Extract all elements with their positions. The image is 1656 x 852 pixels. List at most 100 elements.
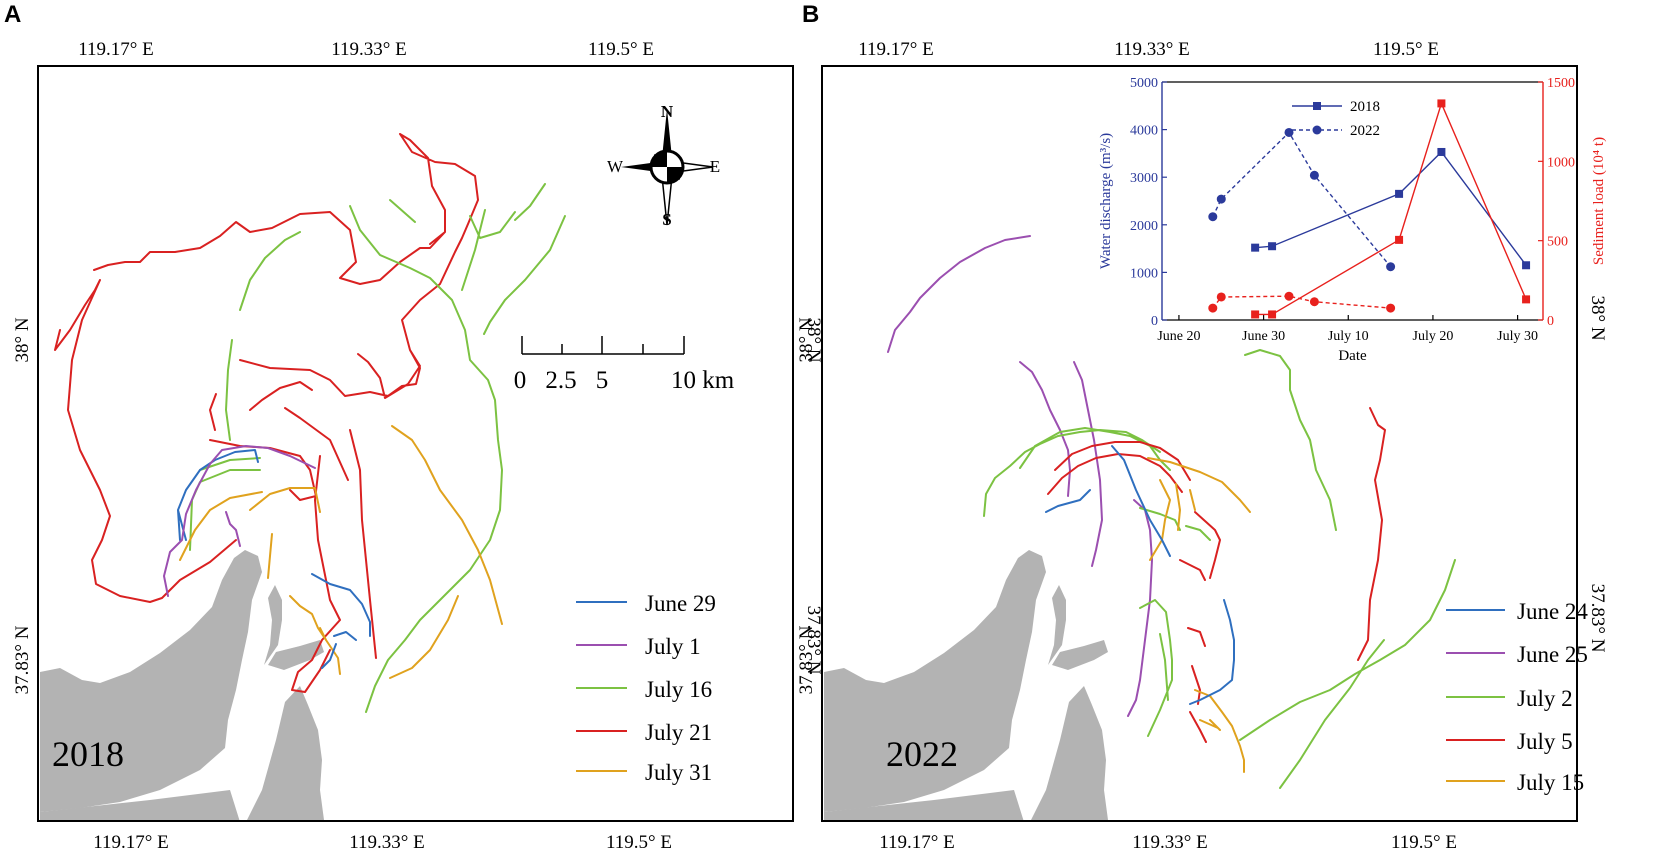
right-tick-label: 1000 (1547, 155, 1575, 170)
legend-label: June 29 (645, 591, 716, 616)
bottom-tick-label: 119.17° E (93, 832, 169, 852)
series-line-2018-right (1255, 101, 1527, 316)
legend-label: July 1 (645, 634, 701, 659)
right-axis-title: Sediment load (10⁴ t) (1591, 137, 1607, 265)
x-tick-label: July 10 (1328, 329, 1369, 344)
data-point (1309, 170, 1319, 180)
front-july15 (1147, 457, 1251, 773)
legend-label: July 21 (645, 720, 712, 745)
series-line-2022-left (1212, 131, 1392, 268)
legend-label: June 25 (1517, 642, 1588, 667)
inset-chart: 0 1000 2000 3000 4000 5000 0 500 1000 1500 June 20… (1098, 76, 1607, 364)
left-tick-label: 37.83° N (12, 625, 33, 694)
legend-label: July 2 (1517, 686, 1573, 711)
right-tick-label: 37.83° N (803, 606, 824, 675)
year-label: 2022 (886, 734, 958, 774)
legend-label-2018: 2018 (1350, 99, 1380, 115)
data-point (1309, 297, 1319, 307)
legend: June 29 July 1 July 16 July 21 July 31 (576, 591, 716, 785)
left-tick-label: 3000 (1130, 171, 1158, 186)
data-point (1216, 194, 1226, 204)
left-tick-label: 37.83° N (796, 625, 817, 694)
data-point (1251, 310, 1260, 319)
bottom-tick-label: 119.5° E (1391, 832, 1457, 852)
right-tick-label: 500 (1547, 235, 1568, 250)
top-tick-label: 119.5° E (1373, 39, 1439, 60)
scale-label: 2.5 (545, 367, 576, 394)
scale-bar (521, 336, 685, 355)
land-mass (40, 550, 324, 822)
compass-n-label: N (661, 102, 674, 121)
scale-label: 5 (596, 367, 609, 394)
compass-quadrant (651, 151, 683, 183)
compass-rose: N S E W (607, 102, 720, 229)
top-tick-label: 119.5° E (588, 39, 654, 60)
right-tick-label: 0 (1547, 314, 1554, 329)
x-tick-label: June 30 (1242, 329, 1285, 344)
data-point (1284, 127, 1294, 137)
legend-marker-2018 (1313, 102, 1321, 110)
legend-label: July 15 (1517, 770, 1584, 795)
legend-label: July 5 (1517, 729, 1573, 754)
top-tick-label: 119.17° E (858, 39, 934, 60)
compass-s-label: S (662, 210, 671, 229)
right-tick-label: 38° N (803, 317, 824, 362)
front-june29 (177, 449, 371, 669)
data-point (1395, 235, 1404, 244)
front-june24 (1045, 445, 1235, 705)
bottom-tick-label: 119.5° E (606, 832, 672, 852)
data-point (1284, 291, 1294, 301)
map-frame (821, 65, 1578, 822)
front-july21 (54, 133, 479, 693)
legend-label: July 31 (645, 760, 712, 785)
top-tick-label: 119.33° E (1114, 39, 1190, 60)
data-point (1208, 212, 1218, 222)
data-point (1268, 310, 1277, 319)
front-june25 (887, 235, 1153, 717)
x-axis-title: Date (1338, 348, 1367, 364)
right-tick-label: 38° N (1587, 295, 1608, 340)
data-point (1268, 242, 1277, 251)
left-axis-title: Water discharge (m³/s) (1098, 133, 1114, 269)
front-july1 (163, 445, 316, 597)
left-tick-label: 0 (1151, 314, 1158, 329)
data-point (1208, 303, 1218, 313)
panel-b: B 119.17° E 119.33° E 119.5° E 119.17° E… (796, 1, 1608, 852)
top-tick-label: 119.17° E (78, 39, 154, 60)
bottom-tick-label: 119.33° E (349, 832, 425, 852)
compass-e-label: E (710, 157, 720, 176)
x-tick-label: July 20 (1413, 329, 1454, 344)
legend-label: June 24 (1517, 599, 1588, 624)
year-label: 2018 (52, 734, 124, 774)
right-tick-label: 1500 (1547, 76, 1575, 91)
left-tick-label: 38° N (796, 317, 817, 362)
front-july2 (983, 349, 1456, 789)
left-tick-label: 5000 (1130, 76, 1158, 91)
data-point (1216, 292, 1226, 302)
panel-letter: B (802, 1, 819, 28)
data-point (1386, 303, 1396, 313)
legend-marker-2022 (1312, 125, 1322, 135)
panel-letter: A (4, 1, 21, 28)
bottom-tick-label: 119.17° E (879, 832, 955, 852)
map-frame (37, 65, 794, 822)
data-point (1251, 243, 1260, 252)
data-point (1437, 99, 1446, 108)
bottom-tick-label: 119.33° E (1132, 832, 1208, 852)
scale-label: 10 km (671, 367, 735, 394)
legend: June 24 June 25 July 2 July 5 July 15 (1446, 599, 1588, 795)
series-line-2022-right (1212, 295, 1391, 309)
left-tick-label: 38° N (12, 317, 33, 362)
right-tick-label: 37.83° N (1587, 584, 1608, 653)
scale-label: 0 (514, 367, 527, 394)
data-point (1395, 189, 1404, 198)
data-point (1522, 295, 1531, 304)
compass-w-label: W (607, 157, 624, 176)
x-tick-label: June 20 (1157, 329, 1200, 344)
series-line-2018-left (1255, 150, 1527, 266)
left-tick-label: 2000 (1130, 219, 1158, 234)
land-mass (824, 550, 1108, 822)
left-tick-label: 4000 (1130, 124, 1158, 139)
panel-a: A 119.17° E 119.33° E 119.5° E 119.17° E… (4, 1, 824, 852)
